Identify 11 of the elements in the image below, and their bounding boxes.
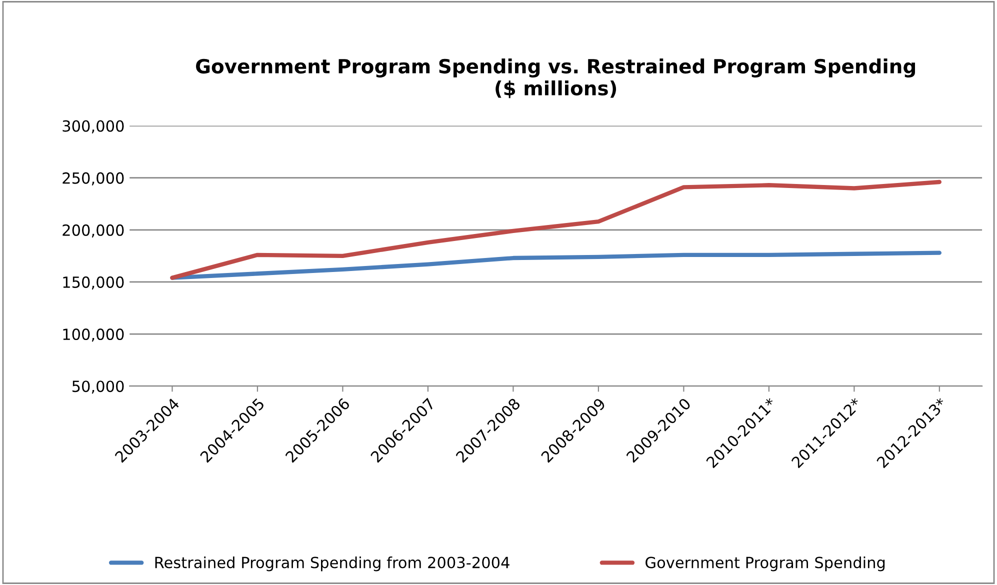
y-tick-label: 150,000 — [63, 276, 124, 290]
legend-label: Restrained Program Spending from 2003-2004 — [155, 556, 510, 572]
chart-title: Government Program Spending vs. Restrained Program Spending ($ millions) — [196, 58, 915, 98]
legend-label: Government Program Spending — [646, 556, 885, 572]
line-series — [170, 250, 942, 280]
y-tick-label: 200,000 — [62, 224, 124, 238]
y-tick-label: 50,000 — [72, 380, 124, 394]
line-series — [170, 180, 942, 280]
y-tick-label: 250,000 — [62, 172, 124, 186]
y-tick-label: 100,000 — [63, 328, 124, 342]
y-tick-label: 300,000 — [62, 120, 124, 134]
